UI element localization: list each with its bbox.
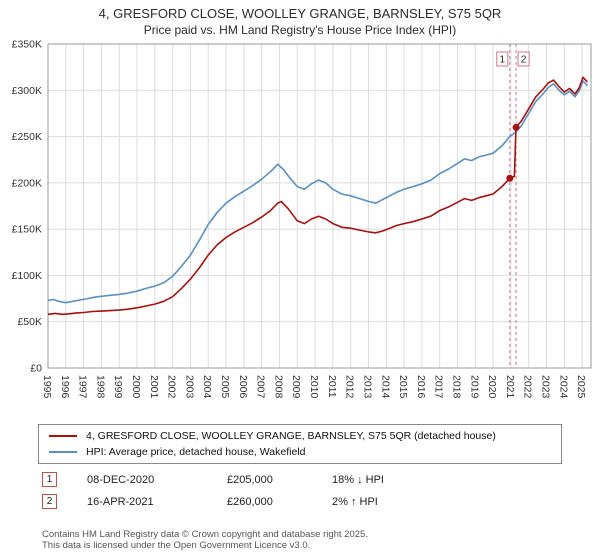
x-tick-label: 2011 bbox=[326, 375, 338, 398]
x-tick-label: 2004 bbox=[201, 375, 213, 399]
x-tick-label: 2020 bbox=[486, 375, 498, 399]
x-tick-label: 1999 bbox=[112, 375, 124, 399]
y-tick-label: £350K bbox=[12, 39, 42, 51]
sale-marker-1 bbox=[506, 174, 514, 182]
transaction-row-1: 1 08-DEC-2020 £205,000 18% ↓ HPI bbox=[42, 472, 462, 487]
license-line-1: Contains HM Land Registry data © Crown c… bbox=[42, 529, 368, 540]
transaction-2-price: £260,000 bbox=[227, 495, 273, 508]
chart-legend: 4, GRESFORD CLOSE, WOOLLEY GRANGE, BARNS… bbox=[38, 424, 562, 464]
transaction-2-date: 16-APR-2021 bbox=[87, 495, 154, 508]
transaction-2-hpi-delta: 2% ↑ HPI bbox=[332, 495, 378, 508]
transaction-1-price: £205,000 bbox=[227, 473, 273, 486]
y-tick-label: £300K bbox=[12, 85, 42, 97]
x-tick-label: 2022 bbox=[522, 375, 534, 399]
x-tick-label: 2008 bbox=[272, 375, 284, 399]
x-tick-label: 2005 bbox=[219, 375, 231, 399]
sale-flag-1 bbox=[496, 51, 509, 67]
page-subtitle: Price paid vs. HM Land Registry's House … bbox=[143, 23, 457, 37]
legend-item-price-paid: 4, GRESFORD CLOSE, WOOLLEY GRANGE, BARNS… bbox=[49, 430, 551, 442]
price-line-swatch bbox=[49, 435, 77, 437]
x-tick-label: 2025 bbox=[575, 375, 587, 399]
x-tick-label: 1998 bbox=[94, 375, 106, 399]
x-tick-label: 2024 bbox=[557, 375, 569, 399]
price-history-chart: £0 £50K £100K £150K £200K £250K £300K £350K 1995… bbox=[12, 39, 592, 399]
x-tick-label: 2001 bbox=[148, 375, 160, 399]
x-tick-label: 2016 bbox=[415, 375, 427, 399]
legend-item-hpi: HPI: Average price, detached house, Wake… bbox=[49, 446, 551, 458]
license-line-2: This data is licensed under the Open Gov… bbox=[42, 540, 311, 552]
hpi-line bbox=[47, 80, 588, 304]
legend-label-price-paid: 4, GRESFORD CLOSE, WOOLLEY GRANGE, BARNS… bbox=[86, 430, 496, 442]
x-tick-label: 2009 bbox=[290, 375, 302, 399]
x-tick-label: 2010 bbox=[308, 375, 320, 399]
y-tick-label: £150K bbox=[12, 224, 42, 236]
x-tick-label: 2021 bbox=[504, 375, 516, 399]
y-tick-label: £0 bbox=[30, 363, 42, 375]
x-tick-label: 2012 bbox=[344, 375, 356, 399]
hpi-line-swatch bbox=[49, 451, 77, 453]
sale-marker-2 bbox=[512, 123, 520, 131]
x-tick-label: 1996 bbox=[59, 375, 71, 399]
x-tick-label: 1995 bbox=[41, 375, 53, 399]
x-tick-label: 2019 bbox=[468, 375, 480, 399]
transaction-2-badge: 2 bbox=[42, 494, 57, 509]
plot-border bbox=[47, 43, 592, 369]
x-tick-label: 2003 bbox=[183, 375, 195, 399]
sale-flag-label: 2 bbox=[521, 54, 527, 66]
x-tick-label: 2006 bbox=[237, 375, 249, 399]
transaction-1-date: 08-DEC-2020 bbox=[87, 473, 155, 486]
sale-flag-label: 1 bbox=[499, 54, 505, 66]
x-tick-label: 2002 bbox=[166, 375, 178, 399]
x-tick-label: 1997 bbox=[77, 375, 89, 399]
x-tick-label: 2015 bbox=[397, 375, 409, 399]
x-tick-label: 2023 bbox=[539, 375, 551, 399]
x-tick-label: 2007 bbox=[255, 375, 267, 399]
y-tick-label: £100K bbox=[12, 270, 42, 282]
transaction-row-2: 2 16-APR-2021 £260,000 2% ↑ HPI bbox=[42, 494, 462, 509]
y-tick-label: £50K bbox=[17, 316, 42, 328]
page-title: 4, GRESFORD CLOSE, WOOLLEY GRANGE, BARNS… bbox=[98, 6, 502, 21]
price-paid-line bbox=[47, 76, 588, 316]
transaction-1-badge: 1 bbox=[42, 472, 57, 487]
sale-flag-2 bbox=[517, 51, 530, 67]
x-tick-label: 2013 bbox=[361, 375, 373, 399]
x-tick-label: 2017 bbox=[433, 375, 445, 399]
y-tick-label: £200K bbox=[12, 177, 42, 189]
transactions-list: 1 08-DEC-2020 £205,000 18% ↓ HPI 2 16-AP… bbox=[42, 472, 462, 509]
x-tick-label: 2014 bbox=[379, 375, 391, 399]
x-tick-label: 2000 bbox=[130, 375, 142, 399]
legend-label-hpi: HPI: Average price, detached house, Wake… bbox=[86, 446, 306, 458]
license-footer: Contains HM Land Registry data © Crown c… bbox=[42, 529, 368, 552]
x-tick-label: 2018 bbox=[450, 375, 462, 399]
y-tick-label: £250K bbox=[12, 131, 42, 143]
transaction-1-hpi-delta: 18% ↓ HPI bbox=[332, 473, 384, 486]
